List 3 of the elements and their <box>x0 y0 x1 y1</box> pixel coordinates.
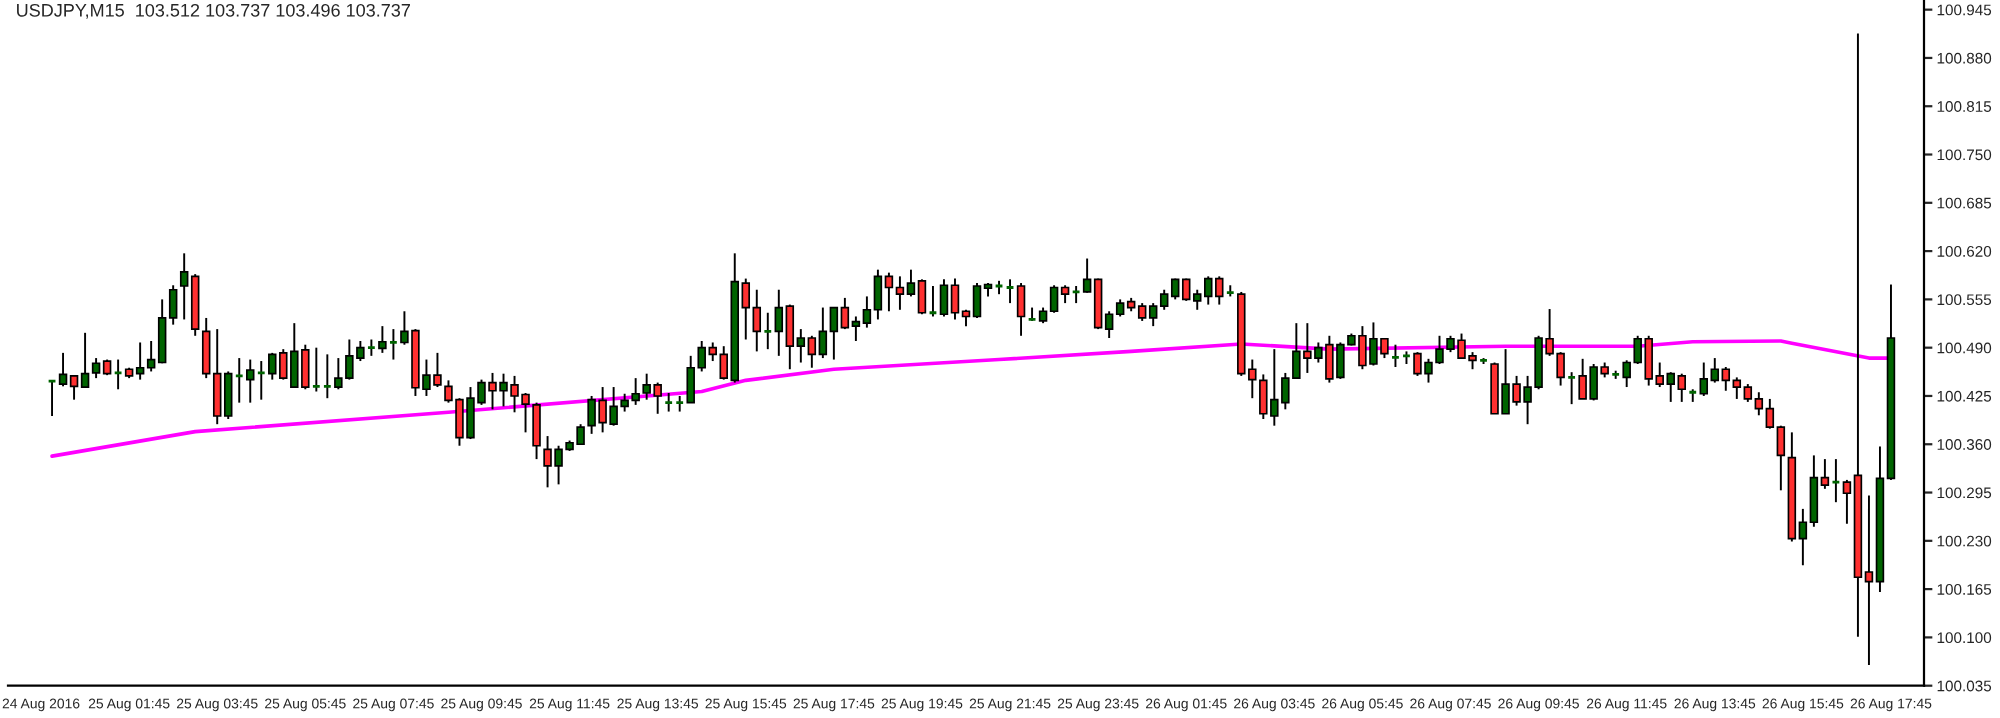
line-series <box>50 339 1893 458</box>
candlestick <box>1016 282 1026 337</box>
chart-title: USDJPY,M15 103.512 103.737 103.496 103.737 <box>17 3 410 19</box>
